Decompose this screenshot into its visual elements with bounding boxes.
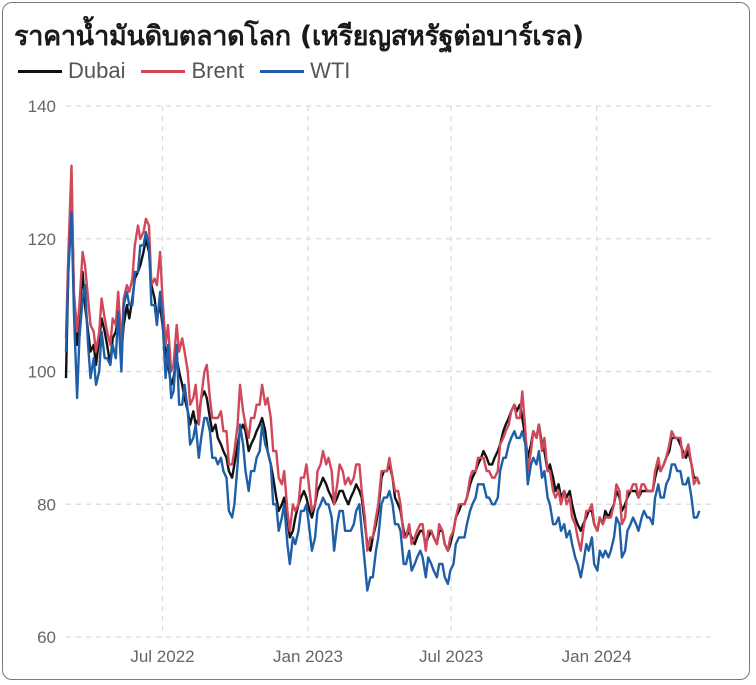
- y-tick-label: 60: [37, 628, 56, 647]
- chart-title: ราคาน้ำมันดิบตลาดโลก (เหรียญสหรัฐต่อบาร์…: [14, 21, 584, 52]
- series-line-dubai: [64, 184, 701, 552]
- series-line-brent: [64, 164, 701, 552]
- y-tick-label: 120: [28, 230, 56, 249]
- x-axis-ticks: Jul 2022 Jan 2023 Jul 2023 Jan 2024: [130, 647, 631, 666]
- x-tick-label: Jan 2024: [562, 647, 632, 666]
- x-tick-label: Jul 2022: [130, 647, 194, 666]
- legend-label-wti: WTI: [310, 58, 351, 83]
- legend-item-brent: Brent: [141, 58, 244, 84]
- series-line-wti: [64, 211, 701, 592]
- y-tick-label: 140: [28, 97, 56, 116]
- y-tick-label: 80: [37, 495, 56, 514]
- legend-item-dubai: Dubai: [18, 58, 125, 84]
- chart-frame: [2, 2, 750, 680]
- legend-label-brent: Brent: [191, 58, 245, 83]
- y-axis-ticks: 60 80 100 120 140: [28, 97, 56, 647]
- x-tick-label: Jan 2023: [273, 647, 343, 666]
- chart-legend: Dubai Brent WTI: [18, 58, 366, 84]
- y-tick-label: 100: [28, 363, 56, 382]
- chart-grid: [66, 105, 716, 638]
- legend-item-wti: WTI: [260, 58, 350, 84]
- legend-swatch-wti: [260, 69, 305, 73]
- x-tick-label: Jul 2023: [419, 647, 483, 666]
- legend-label-dubai: Dubai: [68, 58, 126, 83]
- legend-swatch-dubai: [18, 69, 62, 73]
- legend-swatch-brent: [141, 69, 186, 73]
- series-lines: [64, 164, 701, 592]
